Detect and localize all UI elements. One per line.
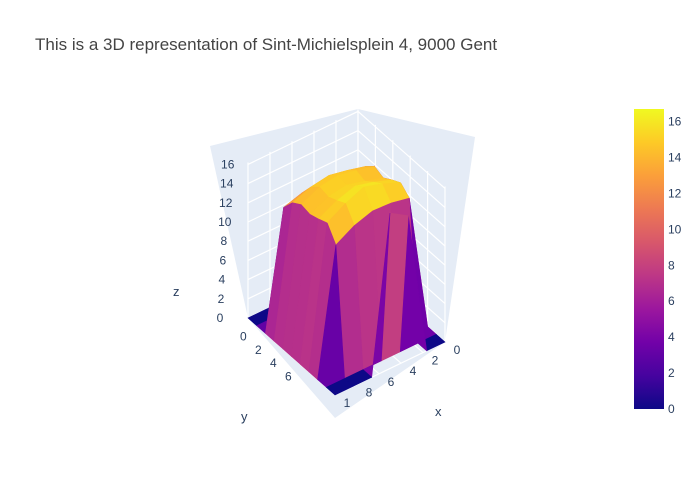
y-tick-label: 0	[240, 330, 247, 344]
colorbar-tick-label: 2	[668, 366, 675, 380]
colorbar-tick-label: 8	[668, 258, 675, 272]
z-tick-label: 6	[220, 253, 227, 267]
colorbar-gradient	[634, 109, 664, 409]
x-tick-label: 0	[454, 343, 461, 357]
colorbar-tick-label: 4	[668, 330, 675, 344]
z-tick-label: 8	[220, 234, 227, 248]
x-axis-title: x	[435, 404, 442, 419]
x-tick-label: 2	[432, 354, 439, 368]
z-tick-label: 4	[219, 273, 226, 287]
z-tick-label: 0	[217, 311, 224, 325]
colorbar-tick-label: 16	[668, 115, 682, 129]
scene-3d[interactable]	[210, 109, 475, 418]
z-tick-label: 12	[219, 196, 233, 210]
x-tick-label: 1	[344, 396, 351, 410]
colorbar-tick-label: 0	[668, 402, 675, 416]
y-tick-label: 6	[285, 370, 292, 384]
y-axis-title: y	[241, 409, 248, 424]
surface-layer	[247, 165, 446, 396]
colorbar-tick-label: 12	[668, 186, 682, 200]
z-tick-label: 14	[220, 177, 234, 191]
z-tick-label: 10	[218, 215, 232, 229]
y-tick-label: 2	[255, 343, 262, 357]
colorbar[interactable]: 0 2 4 6 8 10 12 14 16	[634, 109, 682, 416]
z-tick-label: 2	[218, 292, 225, 306]
colorbar-tick-label: 14	[668, 151, 682, 165]
x-tick-label: 4	[410, 364, 417, 378]
z-axis-ticks: 0 2 4 6 8 10 12 14 16	[217, 157, 235, 325]
surface-patch	[325, 378, 354, 396]
z-axis-title: z	[173, 284, 180, 299]
chart-title: This is a 3D representation of Sint-Mich…	[35, 35, 497, 54]
colorbar-tick-label: 6	[668, 294, 675, 308]
colorbar-ticks: 0 2 4 6 8 10 12 14 16	[668, 115, 682, 416]
x-tick-label: 6	[388, 375, 395, 389]
colorbar-tick-label: 10	[668, 222, 682, 236]
z-tick-label: 16	[221, 157, 235, 171]
x-axis-ticks: 0 2 4 6 8 1	[344, 343, 461, 410]
x-tick-label: 8	[366, 385, 373, 399]
y-tick-label: 4	[270, 356, 277, 370]
